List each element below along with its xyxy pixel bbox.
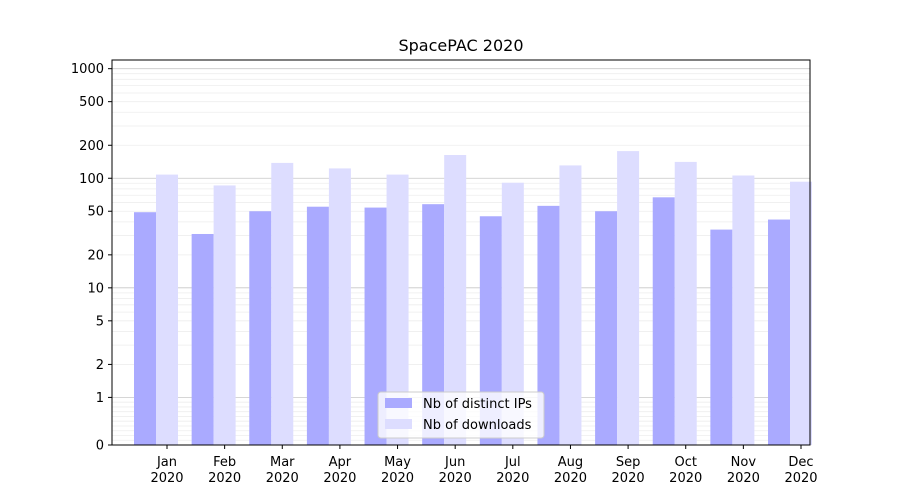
- y-tick-label: 200: [79, 139, 104, 154]
- bar-downloads: [790, 181, 812, 446]
- x-tick-label: Sep: [616, 455, 641, 470]
- bar-distinct-ips: [191, 233, 214, 445]
- bar-distinct-ips: [537, 205, 560, 445]
- bar-downloads: [674, 161, 697, 445]
- bar-distinct-ips: [652, 197, 675, 445]
- x-tick-label: Jun: [444, 455, 465, 470]
- x-tick-label-year: 2020: [727, 471, 760, 486]
- x-tick-label: Mar: [270, 455, 295, 470]
- bar-distinct-ips: [306, 206, 329, 445]
- bars-layer: [134, 151, 812, 446]
- bar-downloads: [156, 174, 178, 446]
- y-tick-label: 2: [96, 358, 104, 373]
- chart-title: SpacePAC 2020: [398, 36, 523, 55]
- x-tick-label-year: 2020: [208, 471, 241, 486]
- x-tick-label-year: 2020: [669, 471, 702, 486]
- axes-layer: 01251020501002005001000Jan2020Feb2020Mar…: [71, 62, 818, 486]
- bar-downloads: [271, 162, 294, 445]
- plot-frame: [111, 59, 811, 446]
- x-tick-label-year: 2020: [496, 471, 529, 486]
- x-tick-label-year: 2020: [150, 471, 183, 486]
- y-tick-label: 500: [79, 95, 104, 110]
- y-tick-label: 5: [96, 314, 104, 329]
- bar-downloads: [213, 185, 236, 445]
- legend-label: Nb of distinct IPs: [423, 397, 532, 412]
- bar-distinct-ips: [134, 212, 156, 445]
- legend: Nb of distinct IPs Nb of downloads: [377, 391, 545, 439]
- bar-downloads: [501, 182, 524, 445]
- x-tick-label: Oct: [674, 455, 696, 470]
- y-tick-label: 100: [79, 172, 104, 187]
- legend-swatch: [385, 419, 412, 429]
- x-tick-label: Feb: [213, 455, 236, 470]
- bar-downloads: [617, 151, 640, 445]
- x-tick-label: May: [384, 455, 411, 470]
- y-tick-label: 1: [96, 391, 104, 406]
- y-tick-label: 20: [87, 248, 104, 263]
- legend-swatch: [385, 398, 412, 408]
- bar-distinct-ips: [710, 229, 733, 445]
- x-tick-label-year: 2020: [784, 471, 817, 486]
- y-tick-label: 50: [87, 205, 104, 220]
- bar-distinct-ips: [479, 216, 502, 445]
- x-tick-label-year: 2020: [439, 471, 472, 486]
- bar-downloads: [732, 175, 755, 445]
- bar-downloads: [386, 174, 409, 446]
- x-tick-label-year: 2020: [612, 471, 645, 486]
- x-tick-label-year: 2020: [266, 471, 299, 486]
- legend-label: Nb of downloads: [423, 418, 532, 433]
- x-tick-label: Dec: [788, 455, 813, 470]
- bar-distinct-ips: [595, 211, 618, 445]
- x-tick-label: Nov: [731, 455, 757, 470]
- bar-distinct-ips: [364, 207, 387, 445]
- bar-distinct-ips: [768, 219, 790, 445]
- bar-downloads: [444, 155, 467, 445]
- legend-box: [377, 391, 545, 439]
- bar-downloads: [328, 168, 351, 445]
- x-tick-label-year: 2020: [554, 471, 587, 486]
- bar-distinct-ips: [422, 204, 445, 445]
- x-tick-label-year: 2020: [323, 471, 356, 486]
- x-tick-label: Jan: [156, 455, 177, 470]
- bar-downloads: [559, 165, 582, 445]
- x-tick-label: Apr: [329, 455, 352, 470]
- y-tick-label: 10: [87, 281, 104, 296]
- y-tick-label: 0: [96, 439, 104, 454]
- bar-distinct-ips: [249, 211, 272, 445]
- y-tick-label: 1000: [71, 62, 104, 77]
- x-tick-label: Jul: [504, 455, 521, 470]
- x-tick-label-year: 2020: [381, 471, 414, 486]
- x-tick-label: Aug: [558, 455, 583, 470]
